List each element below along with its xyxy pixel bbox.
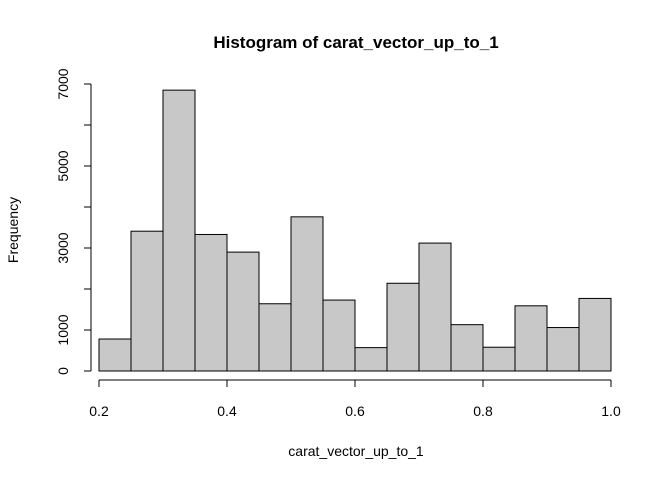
y-tick-label: 3000: [55, 232, 71, 263]
x-axis: 0.2 0.4 0.6 0.8 1.0: [89, 380, 621, 419]
y-tick-label: 1000: [55, 314, 71, 345]
histogram-bar: [451, 325, 483, 371]
histogram-bar: [259, 304, 291, 371]
histogram-bar: [355, 348, 387, 371]
histogram-bar: [483, 347, 515, 371]
y-tick-label: 5000: [55, 150, 71, 181]
x-tick-label: 1.0: [601, 403, 621, 419]
histogram-bar: [291, 217, 323, 371]
histogram-bar: [195, 234, 227, 371]
bars-group: [99, 90, 611, 371]
x-axis-title: carat_vector_up_to_1: [288, 443, 424, 459]
histogram-bar: [227, 252, 259, 371]
x-tick-label: 0.6: [345, 403, 365, 419]
histogram-bar: [323, 300, 355, 371]
y-tick-label: 7000: [55, 68, 71, 99]
y-axis-title: Frequency: [5, 197, 21, 263]
histogram-bar: [99, 339, 131, 371]
histogram-bar: [515, 306, 547, 371]
histogram-bar: [131, 231, 163, 371]
histogram-bar: [547, 328, 579, 371]
x-tick-label: 0.4: [217, 403, 237, 419]
histogram-bar: [419, 243, 451, 371]
chart-title: Histogram of carat_vector_up_to_1: [213, 33, 498, 52]
histogram-bar: [579, 298, 611, 371]
x-tick-label: 0.2: [89, 403, 109, 419]
y-axis: 0 1000 3000 5000 7000: [55, 68, 91, 375]
x-tick-label: 0.8: [473, 403, 493, 419]
histogram-bar: [163, 90, 195, 371]
y-tick-label: 0: [55, 367, 71, 375]
histogram-bar: [387, 283, 419, 371]
